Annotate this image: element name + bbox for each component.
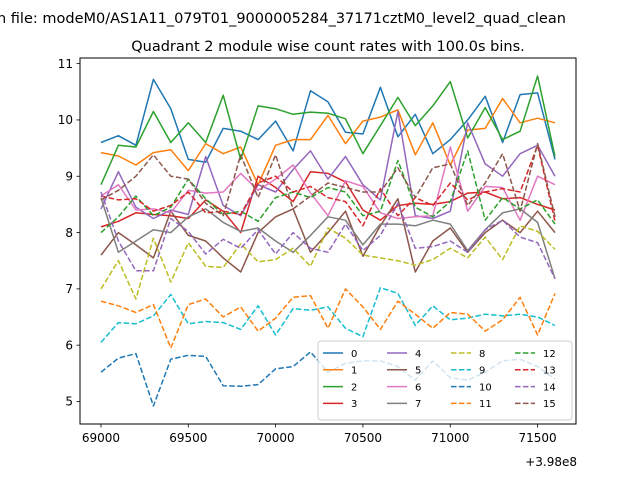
legend-label-3: 3 <box>351 399 357 410</box>
x-tick-label: 69500 <box>169 431 207 445</box>
legend-label-14: 14 <box>543 382 556 393</box>
series-line-2 <box>100 75 556 186</box>
y-tick-label: 10 <box>58 113 73 127</box>
legend-label-12: 12 <box>543 349 556 360</box>
legend-label-8: 8 <box>479 349 485 360</box>
series-line-9 <box>100 286 556 343</box>
y-axis: 5 6 7 8 9 10 11 <box>58 57 80 409</box>
legend-label-0: 0 <box>351 349 357 360</box>
legend-label-7: 7 <box>415 399 421 410</box>
figure-suptitle: n file: modeM0/AS1A11_079T01_9000005284_… <box>0 11 566 27</box>
series-line-8 <box>100 225 556 300</box>
series-line-12 <box>100 150 556 234</box>
y-tick-label: 11 <box>58 57 73 71</box>
axes-frame <box>79 57 577 425</box>
legend-label-15: 15 <box>543 399 556 410</box>
series-line-15 <box>100 142 556 217</box>
x-tick-label: 70500 <box>344 431 382 445</box>
legend-label-10: 10 <box>479 382 492 393</box>
legend-label-9: 9 <box>479 366 485 377</box>
y-tick-label: 7 <box>65 282 73 296</box>
legend-label-1: 1 <box>351 366 357 377</box>
legend-label-11: 11 <box>479 399 492 410</box>
series-line-3 <box>100 170 556 234</box>
series-line-14 <box>100 191 556 280</box>
x-tick-label: 71500 <box>518 431 556 445</box>
x-tick-label: 70000 <box>257 431 295 445</box>
y-tick-label: 5 <box>65 395 73 409</box>
series-line-13 <box>100 144 556 227</box>
legend-label-6: 6 <box>415 382 421 393</box>
legend-label-5: 5 <box>415 366 421 377</box>
x-tick-label: 71000 <box>431 431 469 445</box>
x-axis-offset-label: +3.98e8 <box>525 455 577 469</box>
legend-frame <box>317 340 573 421</box>
chart-title: Quadrant 2 module wise count rates with … <box>131 39 525 55</box>
series-line-11 <box>100 288 556 349</box>
series-line-0 <box>100 78 556 163</box>
x-axis: 69000 69500 70000 70500 71000 71500 <box>82 424 557 445</box>
series-line-4 <box>100 110 556 220</box>
legend-label-2: 2 <box>351 382 357 393</box>
legend-label-13: 13 <box>543 366 556 377</box>
series-line-5 <box>100 198 556 273</box>
series-line-1 <box>100 97 556 186</box>
y-tick-label: 8 <box>65 226 73 240</box>
y-tick-label: 9 <box>65 169 73 183</box>
legend-label-4: 4 <box>415 349 421 360</box>
y-tick-label: 6 <box>65 338 73 352</box>
x-tick-label: 69000 <box>82 431 120 445</box>
